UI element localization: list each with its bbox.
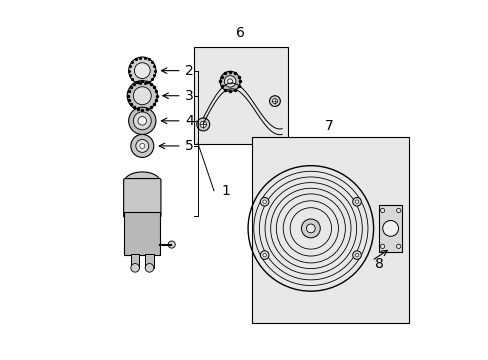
Text: 3: 3: [185, 89, 194, 103]
Circle shape: [136, 139, 148, 152]
Text: 8: 8: [375, 257, 384, 271]
Text: 4: 4: [185, 114, 194, 128]
FancyBboxPatch shape: [123, 179, 161, 217]
Circle shape: [352, 251, 361, 260]
Circle shape: [227, 79, 232, 84]
Circle shape: [200, 121, 206, 128]
Text: 5: 5: [185, 139, 194, 153]
Bar: [251, 137, 408, 323]
Bar: [131, 253, 139, 268]
Text: 6: 6: [236, 26, 245, 40]
Circle shape: [134, 63, 150, 78]
Circle shape: [263, 253, 266, 257]
Circle shape: [131, 264, 139, 272]
Circle shape: [168, 241, 175, 248]
Circle shape: [145, 264, 153, 272]
Circle shape: [128, 107, 156, 134]
Circle shape: [306, 224, 315, 233]
Circle shape: [301, 219, 320, 238]
Bar: [124, 212, 160, 255]
Bar: [378, 205, 402, 252]
Circle shape: [131, 134, 153, 157]
Circle shape: [380, 244, 384, 248]
Circle shape: [354, 200, 358, 203]
Text: 1: 1: [221, 184, 229, 198]
Circle shape: [263, 200, 266, 203]
Circle shape: [133, 112, 151, 130]
Circle shape: [382, 221, 398, 236]
Bar: [194, 47, 287, 144]
Circle shape: [380, 208, 384, 213]
Circle shape: [352, 197, 361, 206]
Circle shape: [220, 71, 240, 91]
Circle shape: [196, 118, 209, 131]
Circle shape: [269, 96, 280, 107]
Bar: [145, 253, 153, 268]
Text: 2: 2: [185, 64, 194, 78]
Circle shape: [260, 251, 268, 260]
Circle shape: [138, 117, 146, 125]
Circle shape: [140, 143, 144, 148]
Circle shape: [128, 57, 156, 84]
Circle shape: [396, 244, 400, 248]
Text: 7: 7: [324, 119, 332, 133]
Circle shape: [396, 208, 400, 213]
Circle shape: [260, 197, 268, 206]
Circle shape: [224, 76, 235, 87]
Circle shape: [127, 81, 157, 111]
Ellipse shape: [124, 172, 160, 192]
Circle shape: [133, 87, 151, 105]
Circle shape: [354, 253, 358, 257]
Circle shape: [272, 99, 277, 104]
